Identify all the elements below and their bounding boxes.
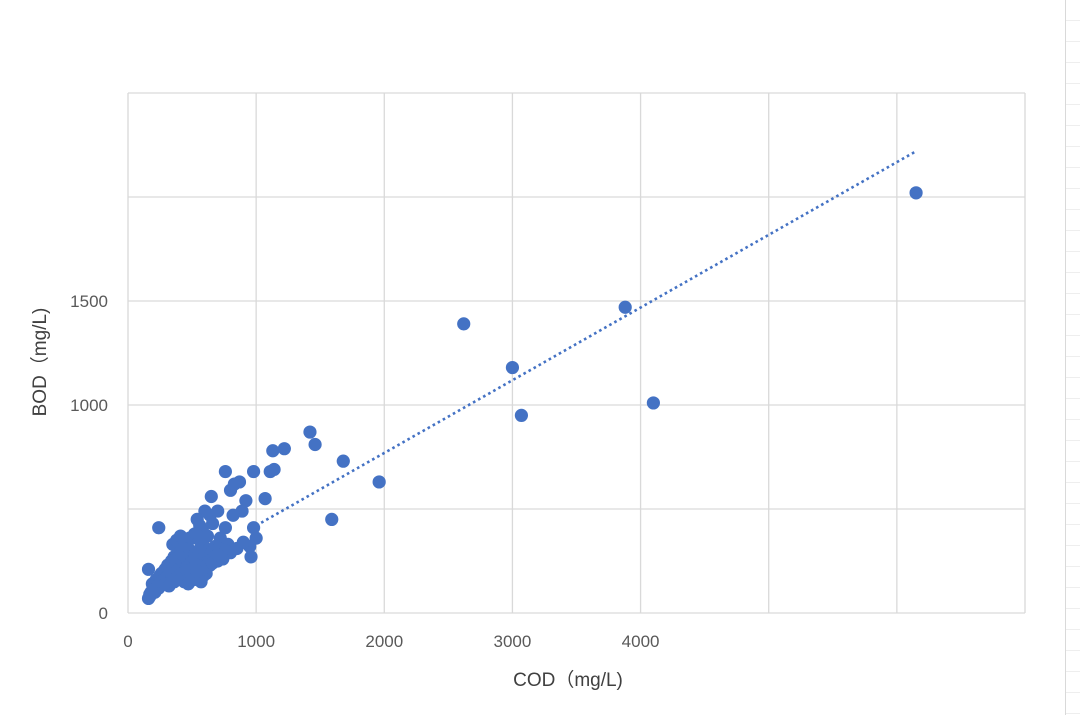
data-point bbox=[303, 425, 317, 439]
data-point bbox=[236, 535, 250, 549]
data-point bbox=[239, 494, 253, 508]
data-point bbox=[218, 521, 232, 535]
data-point bbox=[141, 562, 156, 576]
x-tick-label: 4000 bbox=[622, 632, 660, 651]
data-point bbox=[216, 552, 230, 566]
data-point bbox=[267, 462, 281, 477]
data-point bbox=[277, 442, 291, 456]
y-tick-label: 0 bbox=[99, 604, 108, 623]
data-point bbox=[204, 489, 218, 504]
x-tick-label: 2000 bbox=[365, 632, 403, 651]
data-point bbox=[152, 521, 166, 535]
data-point bbox=[618, 300, 632, 314]
data-point bbox=[325, 512, 339, 527]
y-axis-ticks: 0 1000 1500 bbox=[70, 292, 108, 623]
data-point bbox=[211, 504, 225, 518]
x-axis-title: COD（mg/L) bbox=[513, 669, 623, 691]
x-axis-ticks: 0 1000 2000 3000 4000 bbox=[123, 632, 659, 651]
right-edge-strip bbox=[1065, 0, 1080, 715]
data-point bbox=[308, 437, 322, 452]
data-points bbox=[141, 186, 923, 606]
data-point bbox=[514, 408, 528, 422]
x-tick-label: 1000 bbox=[237, 632, 275, 651]
x-tick-label: 3000 bbox=[494, 632, 532, 651]
data-point bbox=[258, 492, 272, 506]
y-tick-label: 1500 bbox=[70, 292, 108, 311]
grid-lines bbox=[127, 92, 1026, 614]
data-point bbox=[246, 464, 261, 479]
trendline-segment bbox=[255, 150, 917, 527]
data-point bbox=[336, 454, 350, 468]
data-point bbox=[646, 396, 660, 410]
y-tick-label: 1000 bbox=[70, 396, 108, 415]
data-point bbox=[244, 550, 258, 564]
data-point bbox=[246, 521, 261, 535]
x-tick-label: 0 bbox=[123, 632, 132, 651]
data-point bbox=[190, 564, 204, 579]
trendline bbox=[255, 150, 917, 527]
data-point bbox=[227, 477, 241, 491]
data-point bbox=[218, 464, 232, 479]
data-point bbox=[205, 516, 220, 531]
data-point bbox=[266, 444, 280, 458]
data-point bbox=[909, 186, 923, 200]
y-axis-title: BOD（mg/L) bbox=[29, 308, 51, 417]
data-point bbox=[372, 475, 386, 489]
data-point bbox=[505, 360, 520, 375]
data-point bbox=[226, 508, 240, 522]
data-point bbox=[457, 317, 471, 331]
